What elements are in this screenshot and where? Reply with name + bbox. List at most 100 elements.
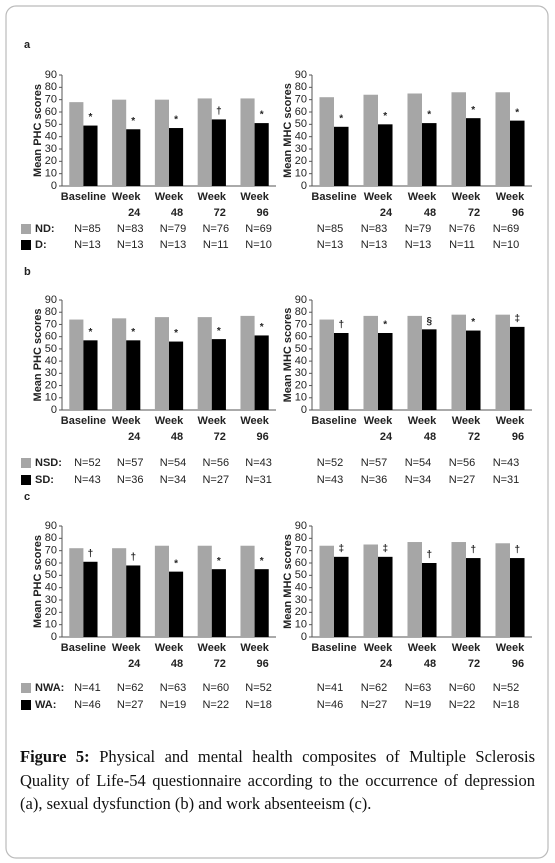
y-tick-label: 30 bbox=[295, 594, 307, 606]
x-tick-label: Week bbox=[452, 642, 481, 654]
x-tick-label: Week bbox=[364, 191, 393, 203]
bar bbox=[422, 563, 437, 637]
sample-size: N=34 bbox=[160, 474, 187, 486]
significance-marker: † bbox=[338, 320, 344, 331]
sample-size: N=19 bbox=[160, 699, 187, 711]
legend-swatch bbox=[21, 683, 31, 693]
y-tick-label: 50 bbox=[295, 118, 307, 130]
x-tick-label: Baseline bbox=[311, 415, 356, 427]
bar bbox=[197, 317, 212, 410]
significance-marker: * bbox=[131, 116, 135, 127]
y-tick-label: 80 bbox=[295, 81, 307, 93]
bar bbox=[510, 326, 525, 410]
significance-marker: † bbox=[88, 548, 94, 559]
bar bbox=[83, 125, 98, 186]
x-tick-label: Week bbox=[452, 191, 481, 203]
bar bbox=[466, 118, 481, 186]
sample-size: N=27 bbox=[117, 699, 144, 711]
y-tick-label: 50 bbox=[45, 569, 57, 581]
y-tick-label: 80 bbox=[45, 306, 57, 318]
bar bbox=[363, 315, 378, 410]
x-tick-label: 96 bbox=[256, 658, 268, 670]
bar bbox=[466, 330, 481, 410]
y-tick-label: 80 bbox=[45, 532, 57, 544]
bar bbox=[169, 128, 184, 186]
x-tick-label: Week bbox=[240, 415, 269, 427]
y-axis-label: Mean PHC scores bbox=[32, 84, 44, 177]
sample-size: N=11 bbox=[203, 239, 229, 251]
significance-marker: † bbox=[426, 550, 432, 561]
legend-swatch bbox=[21, 224, 31, 234]
significance-marker: † bbox=[130, 552, 136, 563]
y-tick-label: 80 bbox=[295, 306, 307, 318]
x-tick-label: Week bbox=[364, 642, 393, 654]
x-tick-label: Week bbox=[112, 415, 141, 427]
legend-label: ND: bbox=[35, 223, 55, 235]
sample-size: N=60 bbox=[449, 682, 476, 694]
sample-size: N=52 bbox=[245, 682, 272, 694]
y-tick-label: 90 bbox=[45, 520, 57, 532]
bar bbox=[422, 329, 437, 410]
legend-label: WA: bbox=[35, 699, 56, 711]
legend-swatch bbox=[21, 240, 31, 250]
sample-size: N=54 bbox=[160, 457, 187, 469]
bar bbox=[254, 335, 269, 410]
y-axis-label: Mean MHC scores bbox=[282, 534, 294, 629]
significance-marker: * bbox=[260, 556, 264, 567]
y-tick-label: 50 bbox=[295, 343, 307, 355]
figure-border bbox=[5, 5, 549, 859]
bar bbox=[407, 93, 422, 186]
sample-size: N=36 bbox=[117, 474, 144, 486]
panel-label: c bbox=[24, 491, 30, 503]
sample-size: N=52 bbox=[493, 682, 520, 694]
bar bbox=[334, 333, 349, 410]
sample-size: N=13 bbox=[160, 239, 187, 251]
y-tick-label: 0 bbox=[51, 404, 57, 416]
sample-size: N=62 bbox=[117, 682, 144, 694]
bar bbox=[154, 317, 169, 410]
x-tick-label: Week bbox=[112, 191, 141, 203]
y-tick-label: 80 bbox=[45, 81, 57, 93]
sample-size: N=52 bbox=[74, 457, 101, 469]
bar bbox=[451, 92, 466, 186]
x-tick-label: Week bbox=[364, 415, 393, 427]
significance-marker: * bbox=[339, 113, 343, 124]
bar bbox=[451, 542, 466, 637]
sample-size: N=10 bbox=[493, 239, 520, 251]
sample-size: N=34 bbox=[405, 474, 432, 486]
sample-size: N=13 bbox=[317, 239, 344, 251]
sample-size: N=69 bbox=[245, 223, 272, 235]
sample-size: N=83 bbox=[361, 223, 388, 235]
significance-marker: * bbox=[260, 110, 264, 121]
x-tick-label: Baseline bbox=[311, 642, 356, 654]
bar bbox=[407, 315, 422, 410]
x-tick-label: 72 bbox=[214, 207, 226, 219]
y-tick-label: 40 bbox=[45, 582, 57, 594]
x-tick-label: Week bbox=[198, 191, 227, 203]
sample-size: N=31 bbox=[245, 474, 272, 486]
sample-size: N=85 bbox=[74, 223, 101, 235]
x-tick-label: 72 bbox=[214, 431, 226, 443]
y-tick-label: 50 bbox=[295, 569, 307, 581]
x-tick-label: 48 bbox=[171, 658, 183, 670]
significance-marker: * bbox=[383, 320, 387, 331]
sample-size: N=57 bbox=[117, 457, 144, 469]
significance-marker: * bbox=[515, 107, 519, 118]
bar bbox=[240, 98, 255, 186]
caption: Figure 5: Physical and mental health com… bbox=[20, 745, 535, 816]
x-tick-label: Week bbox=[112, 642, 141, 654]
bar bbox=[466, 558, 481, 637]
x-tick-label: Baseline bbox=[311, 191, 356, 203]
sample-size: N=13 bbox=[74, 239, 101, 251]
y-tick-label: 20 bbox=[45, 606, 57, 618]
x-tick-label: Baseline bbox=[61, 191, 106, 203]
bar bbox=[69, 548, 84, 637]
x-tick-label: 24 bbox=[128, 431, 141, 443]
y-axis-label: Mean MHC scores bbox=[282, 308, 294, 403]
legend-swatch bbox=[21, 458, 31, 468]
sample-size: N=57 bbox=[361, 457, 388, 469]
bar bbox=[254, 123, 269, 186]
x-tick-label: 72 bbox=[214, 658, 226, 670]
sample-size: N=10 bbox=[245, 239, 272, 251]
